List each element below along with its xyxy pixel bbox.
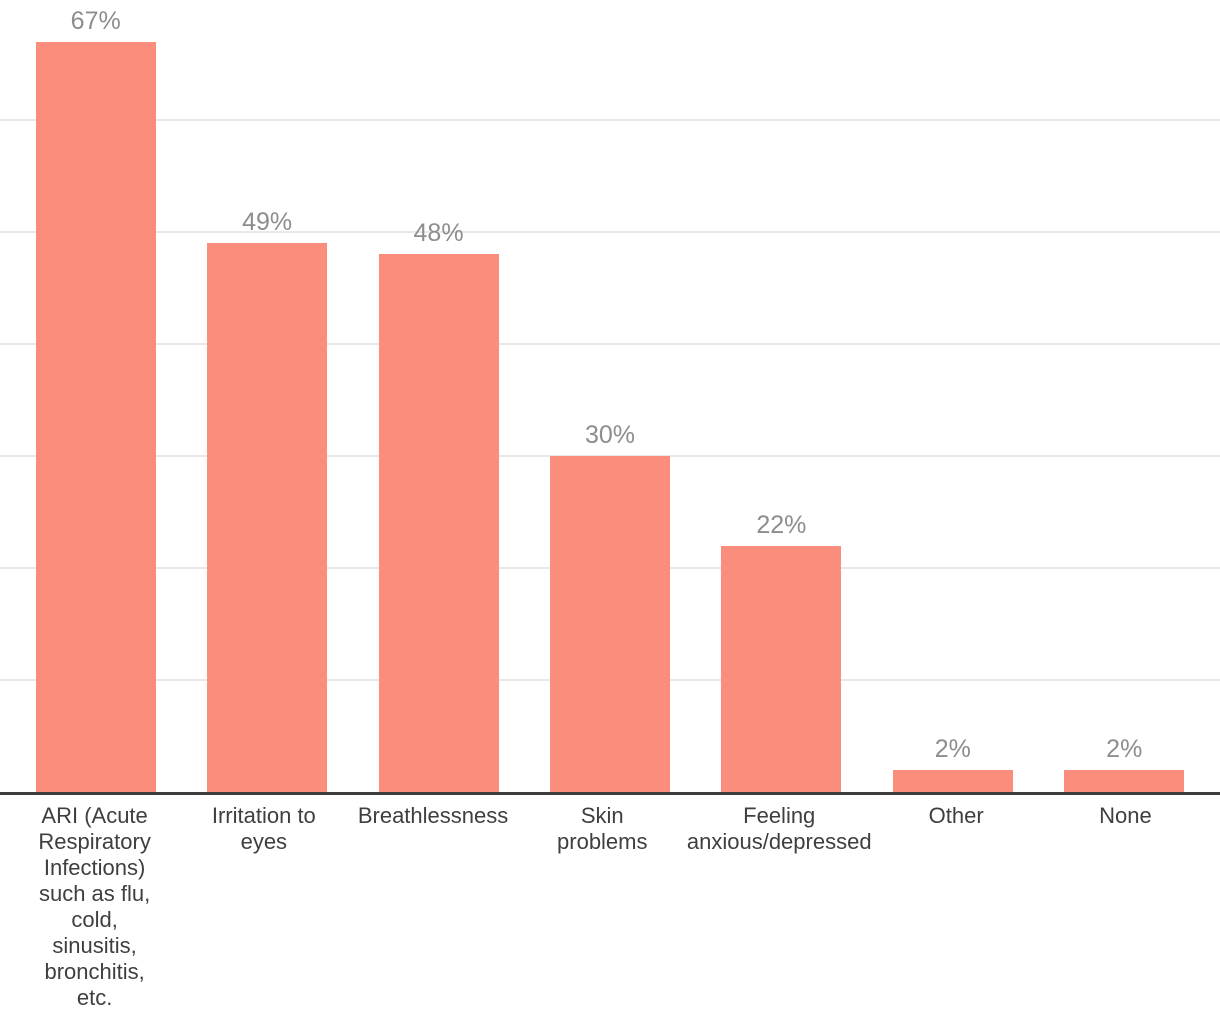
bar-value-label: 2% xyxy=(1106,734,1143,763)
bar xyxy=(35,41,156,792)
category-label-line: Respiratory xyxy=(38,829,151,854)
category-label-line: sinusitis, xyxy=(52,933,137,958)
x-label-cell: Breathlessness xyxy=(348,803,517,1011)
bar-value-label: 22% xyxy=(756,510,807,539)
bar-value-label: 2% xyxy=(934,734,971,763)
plot-area: 67% 49% 48% 30% 22% 2% 2% xyxy=(0,0,1220,792)
gridline xyxy=(0,119,1220,121)
bar xyxy=(892,769,1013,792)
bar xyxy=(1064,769,1185,792)
bar-column: 22% xyxy=(696,0,867,792)
bar xyxy=(721,545,842,792)
x-label-cell: Irritation to eyes xyxy=(179,803,348,1011)
category-label-line: cold, xyxy=(71,907,118,932)
gridline xyxy=(0,343,1220,345)
category-label: Other xyxy=(929,803,984,1011)
x-label-cell: None xyxy=(1041,803,1210,1011)
category-label: Skin problems xyxy=(557,803,647,1011)
bar-column: 2% xyxy=(1039,0,1210,792)
category-label-line: Infections) xyxy=(43,855,146,880)
category-label-line: Other xyxy=(928,803,984,828)
x-label-cell: Other xyxy=(872,803,1041,1011)
category-label: ARI (Acute Respiratory Infections) such as … xyxy=(38,803,150,1011)
category-label: None xyxy=(1099,803,1152,1011)
category-label: Feeling anxious/depressed xyxy=(687,803,872,1011)
x-label-cell: Feeling anxious/depressed xyxy=(687,803,872,1011)
bars-container: 67% 49% 48% 30% 22% 2% 2% xyxy=(10,0,1210,792)
category-label-line: Feeling xyxy=(743,803,816,828)
category-label-line: problems xyxy=(557,829,648,854)
bar-column: 67% xyxy=(10,0,181,792)
gridline xyxy=(0,231,1220,233)
category-label-line: such as flu, xyxy=(38,881,151,906)
bar-value-label: 49% xyxy=(242,208,293,237)
bar-column: 49% xyxy=(181,0,352,792)
category-label-line: bronchitis, xyxy=(44,959,145,984)
bar xyxy=(207,243,328,792)
bar-column: 2% xyxy=(867,0,1038,792)
x-axis-labels: ARI (Acute Respiratory Infections) such as … xyxy=(10,803,1210,1011)
category-label-line: None xyxy=(1099,803,1152,828)
category-label: Breathlessness xyxy=(358,803,508,1011)
bar-column: 30% xyxy=(524,0,695,792)
bar xyxy=(549,456,670,792)
category-label-line: ARI (Acute xyxy=(41,803,148,828)
category-label-line: Breathlessness xyxy=(357,803,509,828)
bar-value-label: 67% xyxy=(70,6,121,35)
bar xyxy=(378,254,499,792)
x-axis-line xyxy=(0,792,1220,795)
bar-value-label: 30% xyxy=(584,421,635,449)
category-label-line: etc. xyxy=(76,985,113,1010)
bar-value-label: 48% xyxy=(413,219,464,248)
category-label-line: anxious/depressed xyxy=(686,829,872,854)
bar-column: 48% xyxy=(353,0,524,792)
category-label-line: Skin xyxy=(580,803,624,828)
x-label-cell: Skin problems xyxy=(518,803,687,1011)
category-label-line: Irritation to xyxy=(211,803,316,828)
category-label: Irritation to eyes xyxy=(212,803,316,1011)
x-label-cell: ARI (Acute Respiratory Infections) such as … xyxy=(10,803,179,1011)
category-label-line: eyes xyxy=(240,829,288,854)
